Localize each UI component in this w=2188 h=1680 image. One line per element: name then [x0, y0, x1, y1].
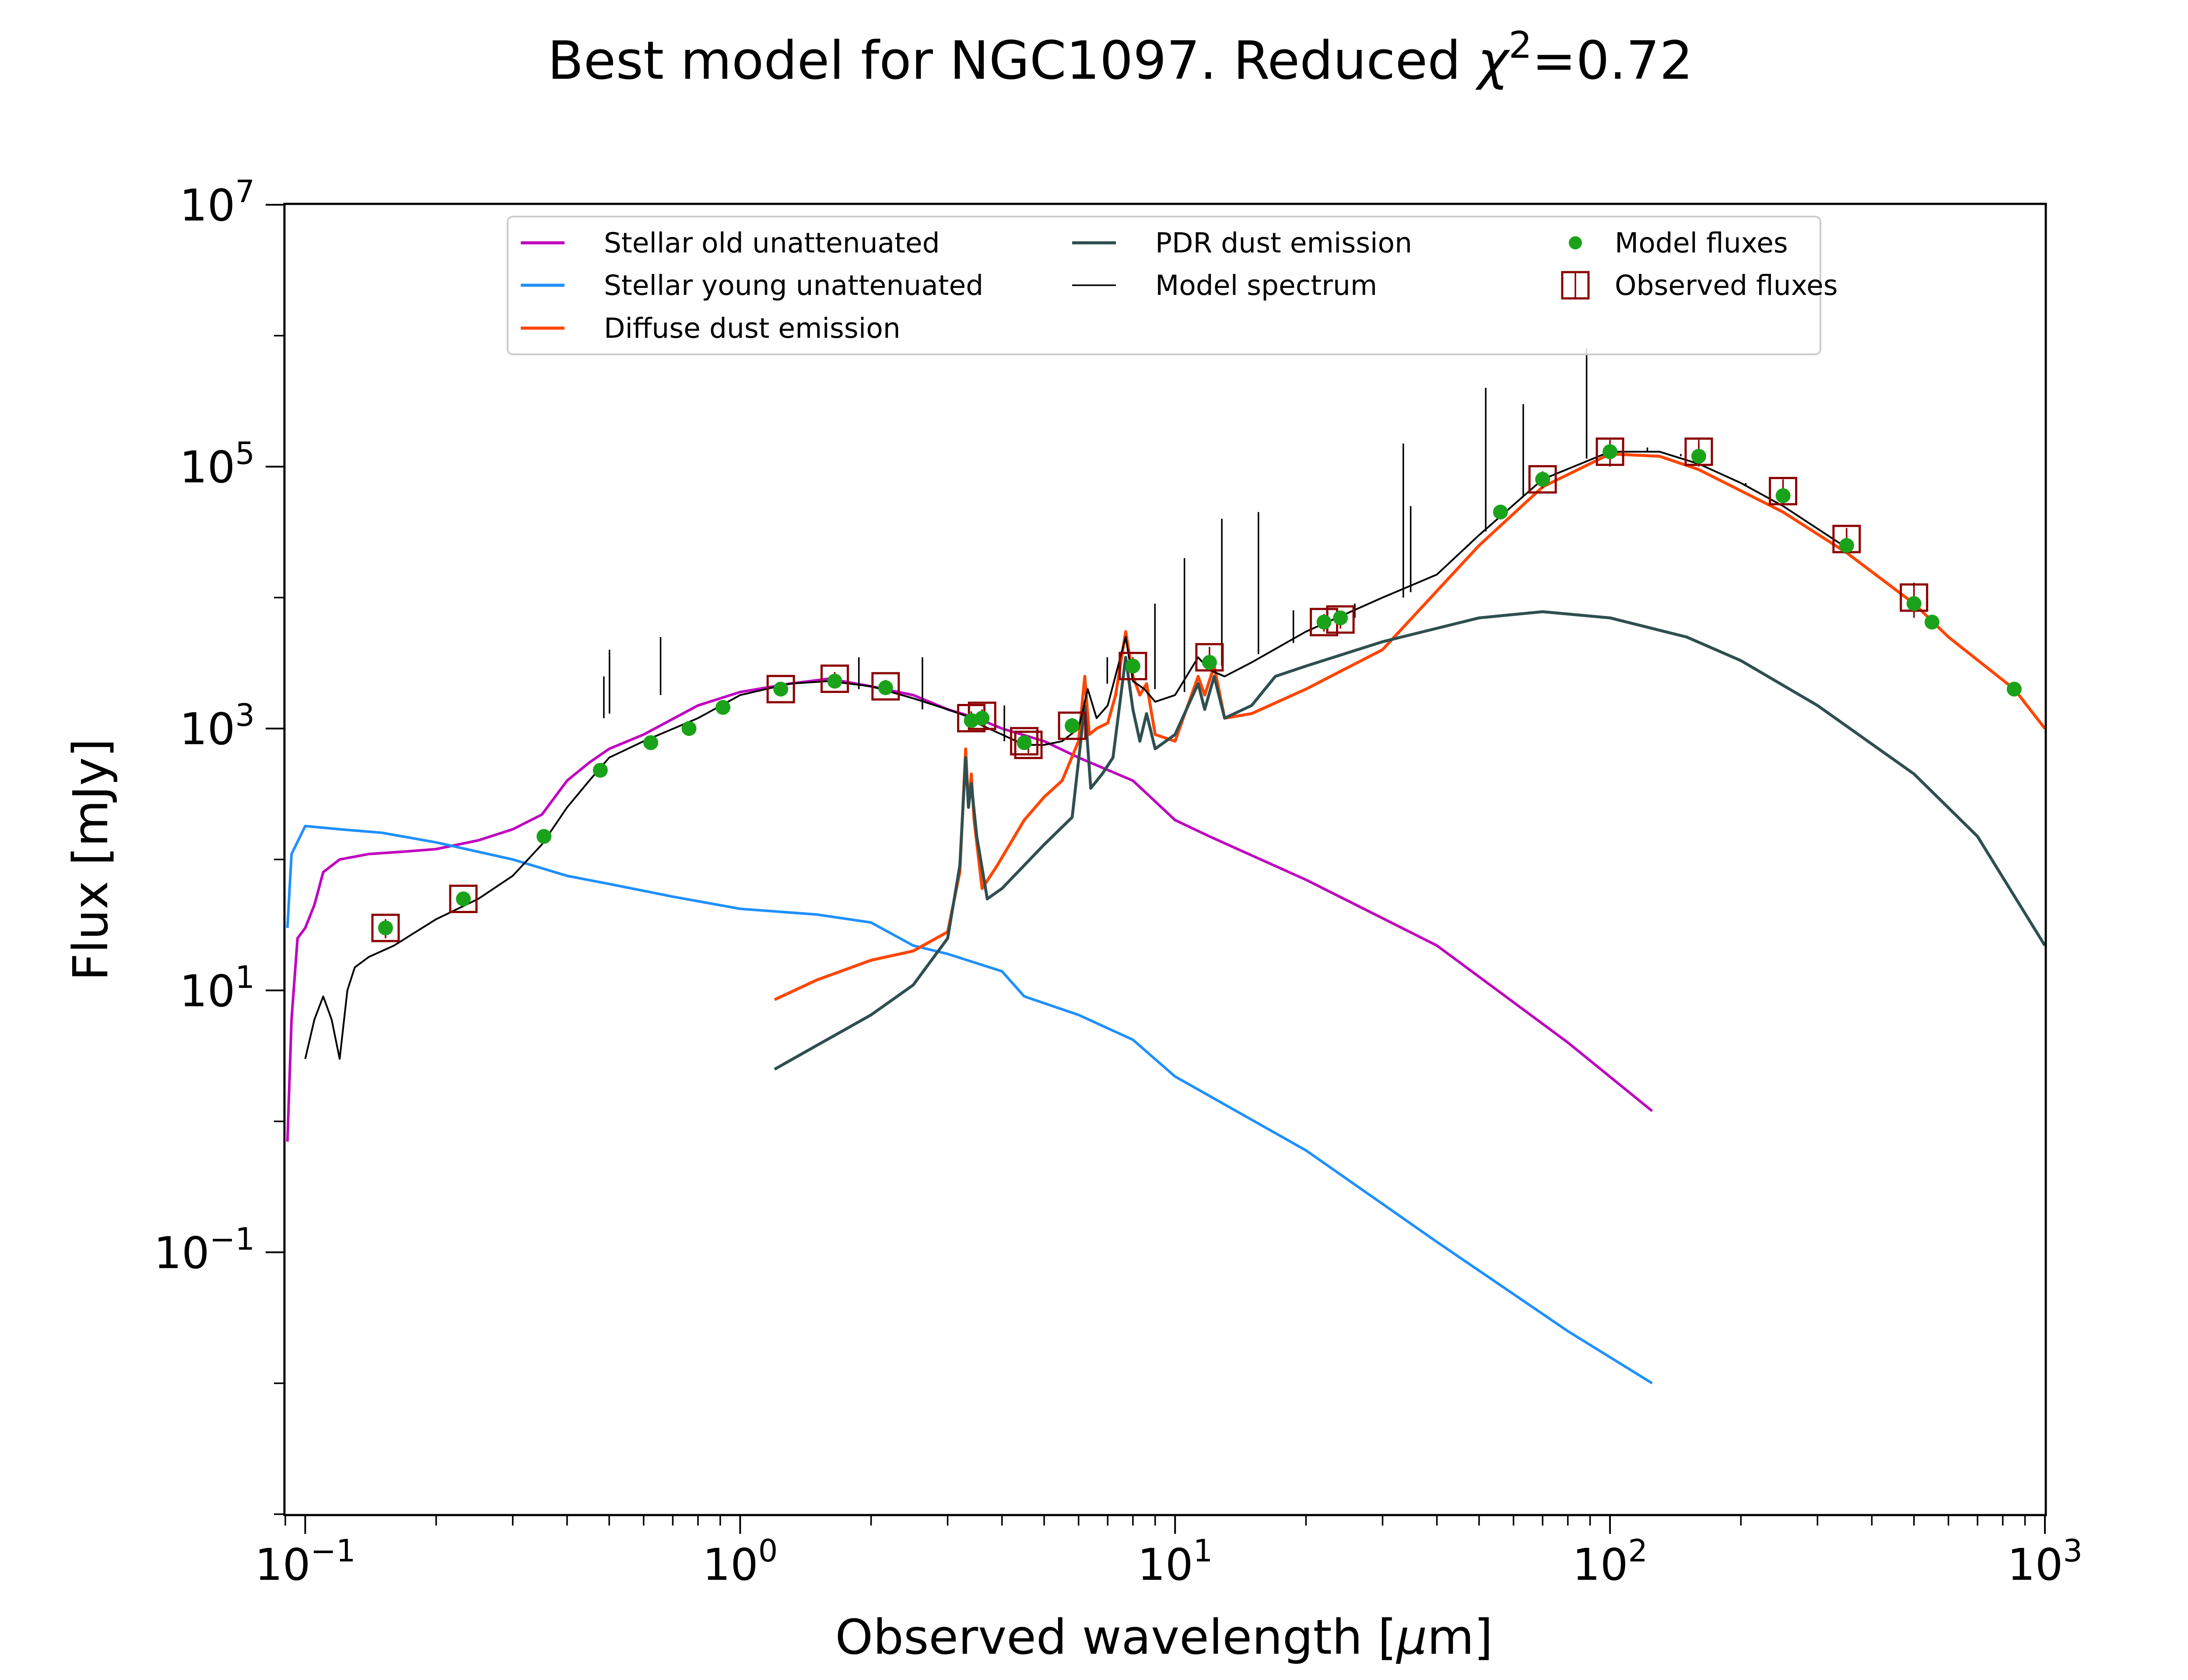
model-flux-point — [878, 680, 893, 695]
legend-swatch — [1569, 236, 1582, 249]
legend-label: Model spectrum — [1155, 270, 1377, 301]
y-tick-label: 101 — [179, 959, 255, 1017]
x-axis-label: Observed wavelength [μm] — [835, 1609, 1493, 1665]
model-flux-point — [1906, 596, 1922, 611]
x-tick-label: 10−1 — [255, 1533, 355, 1590]
legend-item: Model fluxes — [1569, 227, 1788, 259]
model-flux-point — [1316, 614, 1332, 630]
legend-item: Observed fluxes — [1561, 270, 1838, 301]
x-tick-label: 101 — [1137, 1533, 1213, 1590]
y-tick-label: 107 — [179, 174, 255, 231]
legend-label: Stellar old unattenuated — [604, 227, 940, 259]
legend-item: PDR dust emission — [1072, 227, 1412, 259]
series-model_spectrum — [304, 451, 1848, 1060]
y-tick-label: 103 — [179, 697, 255, 755]
series-stellar_young — [286, 825, 1653, 1385]
chart-title: Best model for NGC1097. Reduced χ2=0.72 — [547, 24, 1693, 91]
emission-lines-layer — [603, 348, 1747, 742]
legend-label: Stellar young unattenuated — [604, 270, 983, 301]
legend-label: Observed fluxes — [1615, 270, 1838, 301]
x-axis: 10−1 100 101 102 103 — [255, 1515, 2083, 1590]
model-flux-point — [773, 682, 789, 697]
model-flux-point — [2006, 682, 2022, 697]
legend-label: PDR dust emission — [1155, 227, 1412, 259]
model-flux-point — [1017, 735, 1032, 750]
legend-label: Model fluxes — [1615, 227, 1788, 259]
series-layer — [286, 451, 2045, 1385]
model-fluxes-layer — [378, 444, 2022, 935]
model-flux-point — [1202, 655, 1217, 670]
model-flux-point — [1924, 614, 1939, 630]
legend-item: Diffuse dust emission — [521, 312, 901, 344]
model-flux-point — [1493, 504, 1508, 520]
series-pdr_dust — [774, 610, 2045, 1071]
model-flux-point — [643, 735, 659, 750]
legend-item: Stellar young unattenuated — [521, 270, 983, 301]
legend-item: Stellar old unattenuated — [521, 227, 940, 259]
model-flux-point — [1065, 718, 1080, 733]
model-flux-point — [1535, 472, 1550, 487]
legend-item: Model spectrum — [1072, 270, 1377, 301]
model-flux-point — [1125, 658, 1140, 674]
model-flux-point — [715, 700, 731, 715]
y-tick-label: 10−1 — [154, 1221, 255, 1278]
model-flux-point — [827, 673, 842, 689]
model-flux-point — [378, 920, 393, 935]
y-tick-label: 105 — [179, 436, 255, 493]
model-flux-point — [456, 891, 471, 906]
x-tick-label: 100 — [702, 1533, 778, 1590]
y-axis-label: Flux [mJy] — [63, 738, 119, 981]
model-flux-point — [1775, 488, 1791, 503]
model-flux-point — [1602, 444, 1618, 459]
y-axis: 10−1 101 103 105 107 — [154, 174, 285, 1515]
legend: Stellar old unattenuated Stellar young un… — [507, 216, 1838, 355]
model-flux-point — [681, 721, 697, 736]
model-flux-point — [975, 710, 990, 726]
model-flux-point — [1333, 610, 1348, 626]
series-stellar_old — [286, 677, 1653, 1142]
legend-frame — [507, 216, 1821, 355]
model-flux-point — [593, 763, 608, 778]
legend-label: Diffuse dust emission — [604, 312, 901, 344]
x-tick-label: 102 — [1572, 1533, 1648, 1590]
model-flux-point — [1839, 538, 1854, 553]
model-flux-point — [536, 829, 552, 844]
model-flux-point — [1691, 448, 1706, 464]
x-tick-label: 103 — [2007, 1533, 2083, 1590]
